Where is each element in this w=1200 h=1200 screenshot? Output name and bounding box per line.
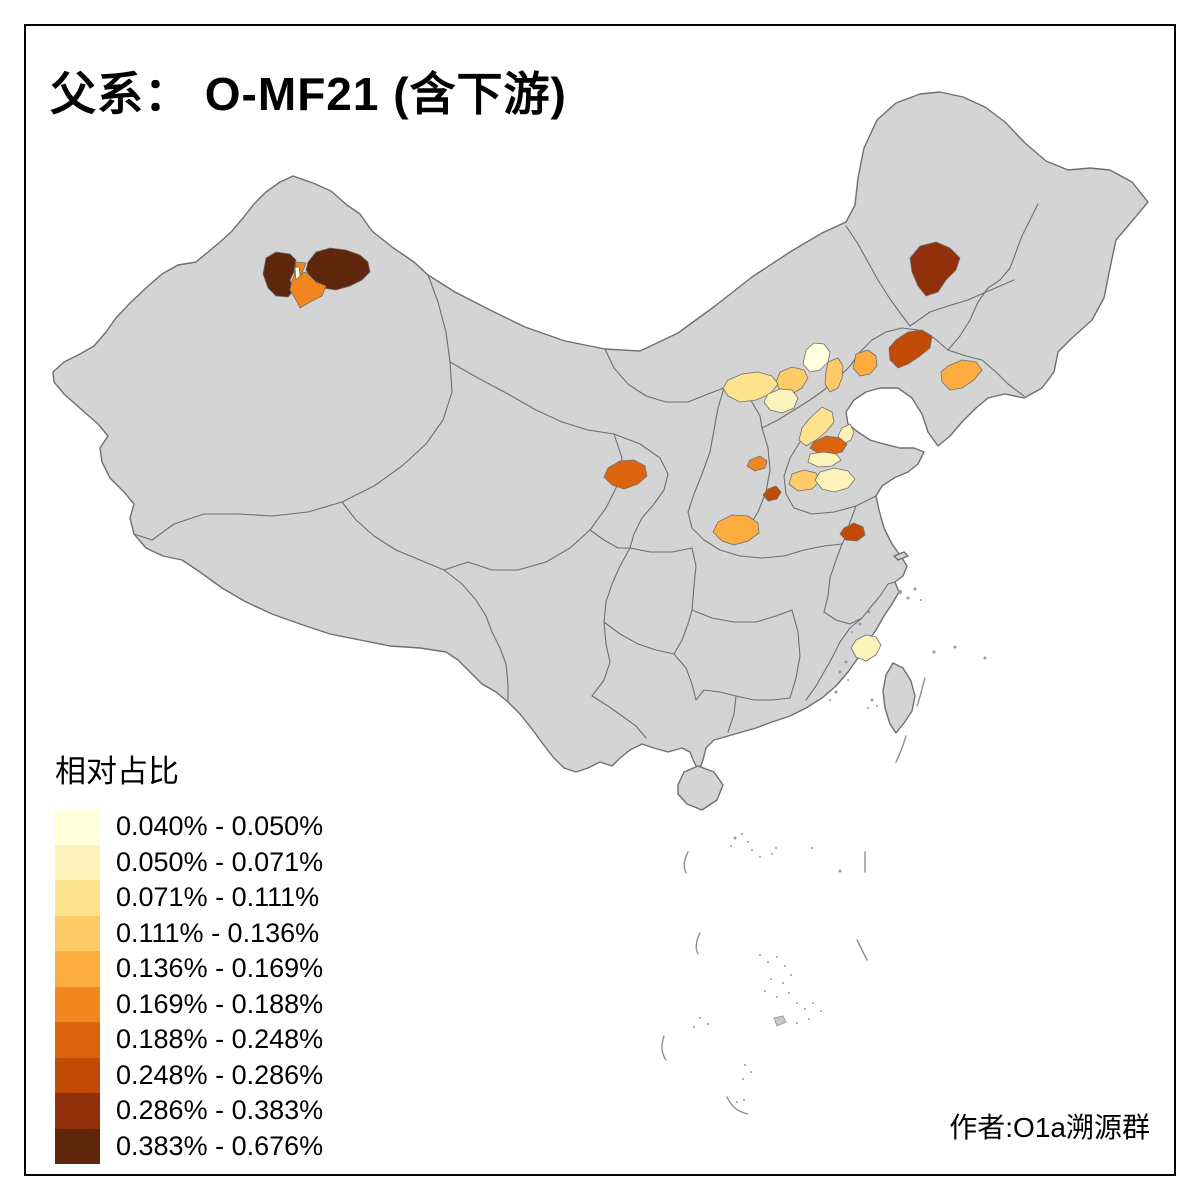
legend-swatch-5 <box>55 951 100 987</box>
region-henan-zhengzhou <box>746 455 768 472</box>
legend-row: 0.169% - 0.188% <box>55 986 324 1022</box>
region-shandong-linyi <box>814 467 856 493</box>
legend-label: 0.050% - 0.071% <box>116 846 324 877</box>
legend-label: 0.188% - 0.248% <box>116 1024 324 1055</box>
highlighted-regions <box>262 241 983 662</box>
region-hebei-zhangjiakou <box>775 366 809 395</box>
region-shandong-binzhou <box>837 423 855 445</box>
legend-row: 0.383% - 0.676% <box>55 1128 324 1164</box>
legend-swatch-4 <box>55 915 100 951</box>
taiwan-island <box>882 662 916 734</box>
legend-row: 0.188% - 0.248% <box>55 1022 323 1058</box>
legend-swatch-7 <box>55 1022 100 1058</box>
legend-swatch-1 <box>55 809 100 845</box>
region-shandong-jining <box>788 469 821 492</box>
region-fujian-fuzhou-putian <box>850 634 882 662</box>
region-heilongjiang-qiqihar <box>909 241 961 297</box>
region-liaoning-chaoyang-fuxin <box>888 329 933 369</box>
region-liaoning-dandong <box>940 359 983 391</box>
legend-label: 0.248% - 0.286% <box>116 1059 324 1090</box>
legend-label: 0.040% - 0.050% <box>116 811 324 842</box>
region-hebei-cangzhou-band <box>798 406 835 447</box>
legend-label: 0.286% - 0.383% <box>116 1095 324 1126</box>
legend-swatch-6 <box>55 986 100 1022</box>
hainan-island <box>677 765 724 811</box>
region-hebei-baoding <box>763 388 799 414</box>
legend-label: 0.169% - 0.188% <box>116 988 324 1019</box>
legend-label: 0.136% - 0.169% <box>116 953 324 984</box>
legend-row: 0.248% - 0.286% <box>55 1057 324 1093</box>
legend-rows: 0.040% - 0.050% 0.050% - 0.071% 0.071% - 0… <box>55 809 323 1164</box>
legend-label: 0.111% - 0.136% <box>116 917 320 948</box>
region-shandong-jinan <box>809 435 848 456</box>
legend-swatch-2 <box>55 844 100 880</box>
legend-swatch-9 <box>55 1093 100 1129</box>
region-hebei-qinhuangdao-coast <box>852 349 878 377</box>
region-shandong-taian <box>807 451 842 468</box>
legend-row: 0.136% - 0.169% <box>55 951 323 987</box>
legend-row: 0.111% - 0.136% <box>55 915 323 951</box>
legend: 相对占比 0.040% - 0.050% 0.050% - 0.071% 0.071… <box>55 746 323 1164</box>
region-shaanxi-xian-baoji <box>603 459 648 490</box>
attribution-text: 作者:O1a溯源群 <box>949 1112 1150 1143</box>
legend-row: 0.071% - 0.111% <box>55 880 323 916</box>
legend-title: 相对占比 <box>55 754 179 789</box>
page-title: 父系： O-MF21 (含下游) <box>50 68 567 120</box>
region-henan-luohe <box>762 485 782 502</box>
legend-row: 0.050% - 0.071% <box>55 844 324 880</box>
legend-label: 0.071% - 0.111% <box>116 882 320 913</box>
region-tianjin <box>824 357 844 393</box>
legend-swatch-10 <box>55 1128 100 1164</box>
legend-swatch-8 <box>55 1057 100 1093</box>
legend-label: 0.383% - 0.676% <box>116 1130 324 1161</box>
legend-row: 0.040% - 0.050% <box>55 809 323 845</box>
legend-swatch-3 <box>55 880 100 916</box>
region-henan-nanyang <box>712 514 760 546</box>
chongming-islet <box>893 551 909 561</box>
region-xinjiang-karamay <box>294 265 301 281</box>
sea-islets <box>661 587 987 1115</box>
legend-row: 0.286% - 0.383% <box>55 1093 323 1129</box>
region-anhui-bengbu <box>839 522 866 542</box>
